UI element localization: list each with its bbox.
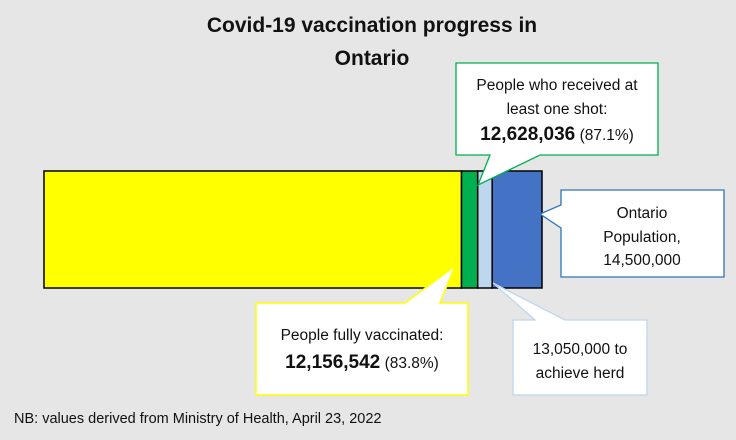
stacked-bar — [43, 170, 543, 289]
callout-population-line-3: 14,500,000 — [603, 252, 681, 269]
callout-fully-vaccinated: People fully vaccinated: 12,156,542 (83.… — [255, 263, 469, 396]
chart-title-line-2: Ontario — [335, 47, 410, 70]
callout-fully-number: 12,156,542 — [285, 352, 380, 373]
callout-population-line-1: Ontario — [617, 205, 668, 222]
callout-herd-line-2: achieve herd — [536, 365, 625, 382]
chart-title-line-1: Covid-19 vaccination progress in — [207, 14, 537, 37]
callout-one-shot: People who received at least one shot: 1… — [455, 62, 659, 187]
bar-segment-herd-target — [476, 170, 493, 289]
callout-population: Ontario Population, 14,500,000 — [538, 189, 725, 278]
callout-fully-line-1: People fully vaccinated: — [281, 327, 444, 344]
callout-one-shot-value: 12,628,036 (87.1%) — [480, 124, 634, 145]
bar-segment-people-who-received-at-least-one-shot — [460, 170, 479, 289]
callout-one-shot-pct: (87.1%) — [580, 127, 634, 144]
callout-fully-value: 12,156,542 (83.8%) — [285, 352, 439, 373]
callout-herd: 13,050,000 to achieve herd — [492, 282, 648, 396]
callout-one-shot-line-1: People who received at — [476, 77, 638, 94]
callout-population-line-2: Population, — [603, 229, 681, 246]
bar-segment-people-fully-vaccinated — [43, 170, 463, 289]
bar-segment-ontario-population — [491, 170, 543, 289]
callout-one-shot-line-2: least one shot: — [507, 101, 608, 118]
callout-fully-pct: (83.8%) — [385, 355, 439, 372]
footnote: NB: values derived from Ministry of Heal… — [14, 411, 382, 427]
callout-one-shot-number: 12,628,036 — [480, 124, 575, 145]
callout-herd-line-1: 13,050,000 to — [533, 341, 628, 358]
